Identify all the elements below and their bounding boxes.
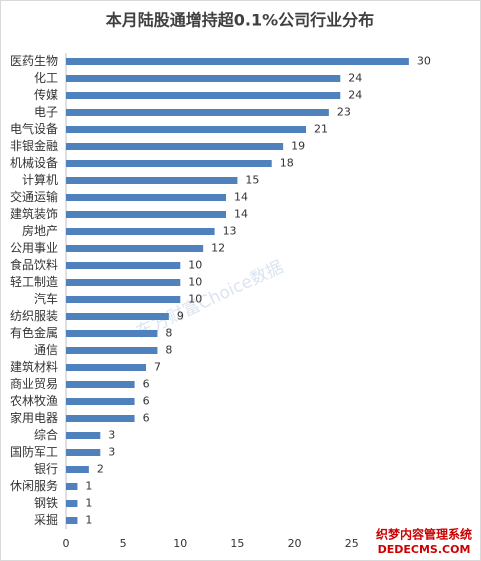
value-label: 10 (188, 276, 202, 289)
y-tick-label: 通信 (34, 343, 58, 357)
bar (66, 449, 101, 456)
value-label: 21 (314, 123, 328, 136)
value-label: 14 (234, 191, 248, 204)
value-label: 10 (188, 293, 202, 306)
value-label: 23 (337, 106, 351, 119)
y-tick-label: 公用事业 (10, 241, 58, 255)
chart-title: 本月陆股通增持超0.1%公司行业分布 (106, 11, 374, 30)
y-tick-label: 银行 (34, 462, 58, 476)
y-tick-label: 休闲服务 (10, 478, 58, 493)
bar (66, 517, 78, 524)
bar (66, 58, 409, 65)
bar (66, 313, 169, 320)
y-tick-label: 食品饮料 (10, 257, 58, 272)
bar (66, 364, 146, 371)
bar (66, 296, 181, 303)
watermark: 织梦内容管理系统 (376, 527, 472, 542)
y-tick-label: 纺织服装 (10, 309, 58, 323)
value-label: 30 (417, 55, 431, 68)
value-label: 10 (188, 259, 202, 272)
value-label: 1 (85, 497, 92, 510)
y-tick-label: 交通运输 (10, 189, 58, 204)
y-tick-label: 房地产 (22, 223, 58, 238)
value-label: 24 (348, 72, 362, 85)
y-tick-label: 电子 (34, 105, 58, 119)
y-tick-label: 建筑材料 (10, 359, 58, 374)
bar (66, 432, 101, 439)
bar (66, 75, 341, 82)
x-tick-label: 5 (120, 537, 127, 550)
watermark: DEDECMS.COM (378, 543, 471, 556)
y-tick-label: 综合 (34, 427, 58, 442)
y-tick-label: 机械设备 (10, 155, 58, 170)
bar (66, 398, 135, 405)
bar (66, 381, 135, 388)
bar (66, 347, 158, 354)
value-label: 9 (177, 310, 184, 323)
value-label: 7 (154, 361, 161, 374)
y-tick-label: 计算机 (22, 172, 58, 187)
bar (66, 143, 284, 150)
bar (66, 177, 238, 184)
bar (66, 262, 181, 269)
value-label: 18 (280, 157, 294, 170)
value-label: 8 (165, 327, 172, 340)
y-tick-label: 医药生物 (10, 54, 58, 68)
y-tick-label: 商业贸易 (10, 376, 58, 391)
y-tick-label: 建筑装饰 (10, 206, 58, 221)
value-label: 3 (108, 429, 115, 442)
bar (66, 279, 181, 286)
x-tick-label: 0 (63, 537, 70, 550)
x-tick-label: 10 (173, 537, 187, 550)
y-tick-label: 电气设备 (10, 121, 58, 136)
y-tick-label: 汽车 (34, 291, 58, 306)
y-tick-label: 采掘 (34, 512, 58, 527)
x-tick-label: 15 (230, 537, 244, 550)
value-label: 6 (143, 412, 150, 425)
y-tick-label: 国防军工 (10, 444, 58, 459)
bar (66, 126, 306, 133)
bar (66, 194, 226, 201)
value-label: 8 (165, 344, 172, 357)
bar (66, 415, 135, 422)
bar (66, 466, 89, 473)
bar (66, 483, 78, 490)
value-label: 13 (223, 225, 237, 238)
x-tick-label: 20 (288, 537, 302, 550)
value-label: 19 (291, 140, 305, 153)
value-label: 1 (85, 480, 92, 493)
bar (66, 330, 158, 337)
value-label: 6 (143, 378, 150, 391)
y-tick-label: 钢铁 (34, 496, 58, 510)
value-label: 3 (108, 446, 115, 459)
y-tick-label: 非银金融 (10, 138, 58, 153)
y-tick-label: 传媒 (34, 87, 58, 102)
y-tick-label: 化工 (34, 71, 58, 85)
bar (66, 500, 78, 507)
value-label: 12 (211, 242, 225, 255)
watermark-bg (368, 524, 480, 560)
bar (66, 109, 329, 116)
y-tick-label: 轻工制造 (10, 275, 58, 289)
value-label: 6 (143, 395, 150, 408)
value-label: 1 (85, 514, 92, 527)
value-label: 2 (97, 463, 104, 476)
y-tick-label: 有色金属 (10, 325, 58, 340)
y-tick-label: 农林牧渔 (10, 394, 58, 408)
bar (66, 228, 215, 235)
value-label: 15 (245, 174, 259, 187)
x-tick-label: 25 (345, 537, 359, 550)
value-label: 14 (234, 208, 248, 221)
bar (66, 211, 226, 218)
bar (66, 160, 272, 167)
bar (66, 245, 204, 252)
bar (66, 92, 341, 99)
value-label: 24 (348, 89, 362, 102)
y-tick-label: 家用电器 (10, 410, 58, 425)
